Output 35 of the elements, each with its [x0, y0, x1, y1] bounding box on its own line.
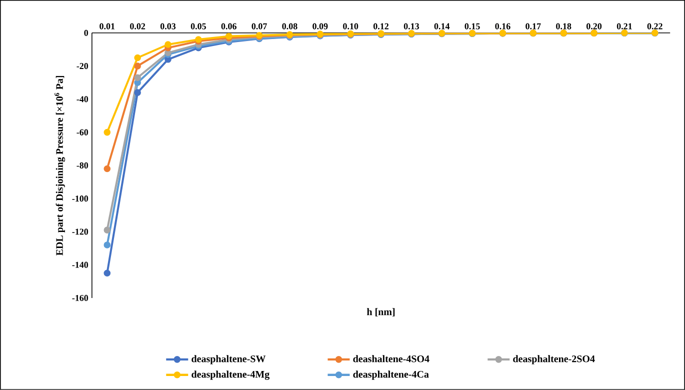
x-tick-label: 0.05 [190, 23, 206, 30]
x-tick-label: 0.01 [100, 23, 115, 30]
x-tick-label: 0.20 [586, 23, 602, 30]
x-tick-label: 0.14 [434, 23, 450, 30]
y-tick-label: -100 [72, 196, 88, 202]
x-tick-label: 0.18 [556, 23, 572, 30]
y-tick-label: 0 [84, 30, 88, 36]
legend-label: deashaltene-4SO4 [353, 355, 430, 362]
x-tick-label: 0.10 [343, 23, 358, 30]
x-tick-label: 0.08 [282, 23, 298, 30]
y-tick-label: -140 [72, 262, 88, 268]
x-tick-label: 0.13 [404, 23, 420, 30]
legend-label: deasphaltene-2SO4 [513, 355, 595, 364]
x-axis-title: h [nm] [366, 308, 395, 316]
y-axis-title: EDL part of Disjoining Pressure [×10$^{6}$ Pa] [54, 76, 66, 256]
x-tick-label: 0.17 [526, 23, 541, 30]
legend-label: deasphaltene-4Mg [192, 370, 270, 380]
x-tick-label: 0.22 [647, 23, 662, 30]
x-tick-label: 0.16 [495, 23, 510, 30]
y-tick-label: -60 [76, 129, 88, 136]
legend-label: deasphaltene-SW [192, 355, 266, 364]
x-tick-label: 0.21 [616, 23, 632, 30]
x-tick-label: 0.03 [160, 23, 176, 30]
x-tick-label: 0.02 [130, 23, 146, 30]
x-tick-label: 0.09 [312, 23, 328, 30]
x-tick-label: 0.06 [221, 23, 236, 30]
y-tick-label: -40 [76, 96, 88, 102]
y-tick-label: -80 [76, 162, 88, 169]
x-tick-label: 0.12 [373, 23, 388, 30]
y-tick-label: -160 [72, 294, 88, 302]
y-tick-label: -120 [72, 228, 88, 235]
x-tick-label: 0.07 [252, 23, 267, 30]
x-tick-label: 0.15 [464, 23, 480, 30]
y-tick-label: -20 [76, 63, 88, 70]
legend-label: deasphaltene-4Ca [353, 370, 429, 380]
